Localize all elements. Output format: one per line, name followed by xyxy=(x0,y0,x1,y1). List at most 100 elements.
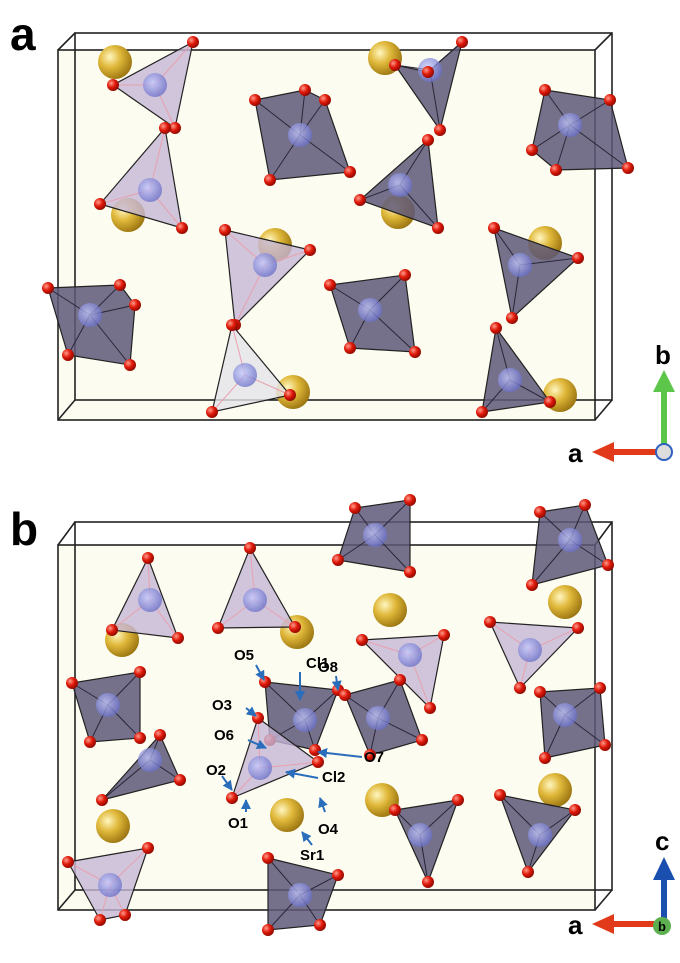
o-atom xyxy=(174,774,186,786)
cl-atom xyxy=(498,368,522,392)
axis-origin xyxy=(656,444,672,460)
cl-atom xyxy=(553,703,577,727)
cl-atom xyxy=(138,748,162,772)
o-atom xyxy=(154,729,166,741)
o-atom xyxy=(159,122,171,134)
sr-atom xyxy=(98,45,132,79)
o-atom xyxy=(514,682,526,694)
cl-atom xyxy=(78,303,102,327)
cl-atom xyxy=(248,756,272,780)
atom-label: O8 xyxy=(318,659,338,676)
sr-atom xyxy=(96,809,130,843)
axis-label: b xyxy=(655,340,671,370)
o-atom xyxy=(62,349,74,361)
cl-atom xyxy=(253,253,277,277)
o-atom xyxy=(129,299,141,311)
cl-atom xyxy=(288,123,312,147)
atom-label: O5 xyxy=(234,647,254,664)
cl-atom xyxy=(366,706,390,730)
o-atom xyxy=(539,84,551,96)
atom-label: O6 xyxy=(214,727,234,744)
cl-atom xyxy=(98,873,122,897)
o-atom xyxy=(572,252,584,264)
o-atom xyxy=(424,702,436,714)
o-atom xyxy=(404,566,416,578)
o-atom xyxy=(134,666,146,678)
o-atom xyxy=(249,94,261,106)
o-atom xyxy=(490,322,502,334)
o-atom xyxy=(106,624,118,636)
o-atom xyxy=(219,224,231,236)
o-atom xyxy=(452,794,464,806)
o-atom xyxy=(299,84,311,96)
o-atom xyxy=(344,342,356,354)
o-atom xyxy=(599,739,611,751)
sr-atom xyxy=(270,798,304,832)
cl-atom xyxy=(138,178,162,202)
cl-atom xyxy=(558,528,582,552)
o-atom xyxy=(522,866,534,878)
o-atom xyxy=(438,629,450,641)
o-atom xyxy=(96,794,108,806)
o-atom xyxy=(399,269,411,281)
atom-label: O7 xyxy=(364,749,384,766)
o-atom xyxy=(332,869,344,881)
o-atom xyxy=(172,632,184,644)
o-atom xyxy=(544,396,556,408)
o-atom xyxy=(206,406,218,418)
axis-arrowhead xyxy=(653,857,675,880)
o-atom xyxy=(309,744,321,756)
axis-label: c xyxy=(655,826,669,856)
cl-atom xyxy=(293,708,317,732)
o-atom xyxy=(332,554,344,566)
panel-label: b xyxy=(10,503,38,555)
cl-atom xyxy=(138,588,162,612)
axis-arrowhead xyxy=(592,442,614,462)
o-atom xyxy=(622,162,634,174)
atom-label: O2 xyxy=(206,762,226,779)
o-atom xyxy=(550,164,562,176)
o-atom xyxy=(259,676,271,688)
atom-label: Sr1 xyxy=(300,847,324,864)
atom-label: Cl2 xyxy=(322,769,345,786)
axis-arrowhead xyxy=(653,370,675,392)
o-atom xyxy=(319,94,331,106)
o-atom xyxy=(534,506,546,518)
cl-atom xyxy=(508,253,532,277)
o-atom xyxy=(349,502,361,514)
o-atom xyxy=(354,194,366,206)
cl-atom xyxy=(363,523,387,547)
cl-atom xyxy=(558,113,582,137)
axis-arrowhead xyxy=(592,914,614,934)
o-atom xyxy=(416,734,428,746)
o-atom xyxy=(176,222,188,234)
o-atom xyxy=(226,319,238,331)
o-atom xyxy=(579,499,591,511)
axis-label: a xyxy=(568,910,583,940)
o-atom xyxy=(572,622,584,634)
o-atom xyxy=(476,406,488,418)
o-atom xyxy=(394,674,406,686)
o-atom xyxy=(506,312,518,324)
cl-atom xyxy=(408,823,432,847)
o-atom xyxy=(569,804,581,816)
o-atom xyxy=(142,552,154,564)
polyhedron xyxy=(534,682,611,764)
cl-atom xyxy=(96,693,120,717)
o-atom xyxy=(526,144,538,156)
cl-atom xyxy=(388,173,412,197)
cl-atom xyxy=(143,73,167,97)
o-atom xyxy=(324,279,336,291)
o-atom xyxy=(284,389,296,401)
o-atom xyxy=(42,282,54,294)
o-atom xyxy=(344,166,356,178)
o-atom xyxy=(404,494,416,506)
o-atom xyxy=(389,804,401,816)
o-atom xyxy=(526,579,538,591)
o-atom xyxy=(312,756,324,768)
cl-atom xyxy=(233,363,257,387)
o-atom xyxy=(314,919,326,931)
o-atom xyxy=(226,792,238,804)
cl-atom xyxy=(288,883,312,907)
o-atom xyxy=(134,732,146,744)
